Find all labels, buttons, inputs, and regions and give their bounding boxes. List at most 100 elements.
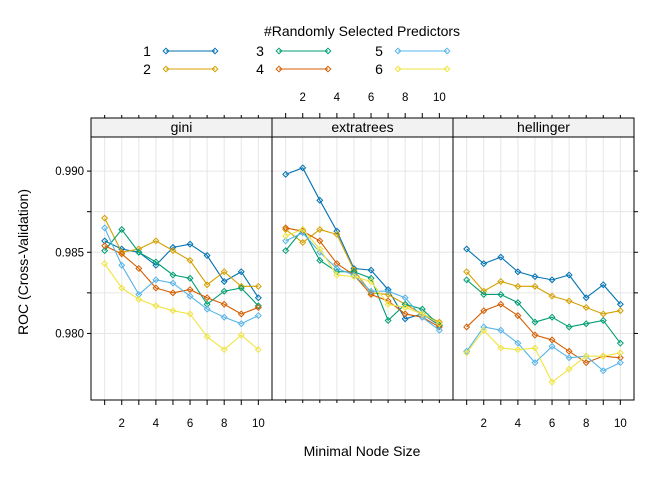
data-point	[350, 266, 358, 274]
data-point	[316, 226, 324, 234]
data-point	[418, 305, 426, 313]
data-point	[531, 273, 539, 281]
data-point	[367, 290, 375, 298]
y-axis-label: ROC (Cross-Validation)	[15, 189, 31, 335]
legend-item-1: 1	[143, 43, 219, 59]
data-point	[135, 290, 143, 298]
data-point	[282, 237, 290, 245]
series-hellinger-3	[463, 276, 624, 347]
panel-grid	[453, 137, 634, 400]
data-point	[203, 252, 211, 260]
data-point	[333, 260, 341, 268]
legend-marker	[324, 47, 332, 55]
data-point	[282, 232, 290, 240]
data-point	[582, 352, 590, 360]
series-extratrees-6	[282, 226, 443, 328]
data-point	[548, 342, 556, 350]
data-point	[282, 247, 290, 255]
strip-label: hellinger	[517, 119, 570, 135]
series-line	[466, 279, 621, 344]
data-point	[299, 164, 307, 172]
data-point	[616, 339, 624, 347]
data-point	[316, 245, 324, 253]
data-point	[463, 276, 471, 284]
data-point	[220, 268, 228, 276]
legend-marker	[324, 65, 332, 73]
data-point	[118, 250, 126, 258]
data-point	[220, 346, 228, 354]
y-tick-label: 0.990	[55, 166, 84, 178]
series-line	[285, 167, 440, 326]
series-gini-6	[101, 260, 262, 354]
data-point	[565, 354, 573, 362]
data-point	[531, 344, 539, 352]
legend-item-5: 5	[375, 43, 451, 59]
data-point	[401, 315, 409, 323]
series-gini-4	[101, 242, 262, 318]
data-point	[599, 352, 607, 360]
data-point	[237, 282, 245, 290]
series-extratrees-2	[282, 226, 443, 326]
data-point	[599, 316, 607, 324]
legend-label: 4	[256, 61, 264, 77]
data-point	[514, 312, 522, 320]
data-point	[548, 292, 556, 300]
data-point	[118, 248, 126, 256]
data-point	[237, 268, 245, 276]
data-point	[418, 313, 426, 321]
data-point	[497, 277, 505, 285]
data-point	[367, 277, 375, 285]
data-point	[548, 313, 556, 321]
panel-grid	[91, 137, 272, 400]
x-tick-label: 8	[402, 92, 408, 104]
data-point	[599, 310, 607, 318]
data-point	[203, 333, 211, 341]
strip-label: gini	[171, 119, 193, 135]
data-point	[101, 237, 109, 245]
data-point	[480, 326, 488, 334]
x-tick-label: 10	[433, 92, 446, 104]
legend-item-6: 6	[375, 61, 451, 77]
series-line	[285, 232, 440, 331]
data-point	[582, 359, 590, 367]
legend-marker	[162, 47, 170, 55]
series-line	[466, 326, 621, 372]
series-line	[104, 263, 259, 351]
data-point	[237, 284, 245, 292]
data-point	[616, 307, 624, 315]
data-point	[514, 282, 522, 290]
series-gini-3	[101, 226, 262, 310]
data-point	[101, 224, 109, 232]
legend-label: 2	[143, 61, 151, 77]
data-point	[497, 344, 505, 352]
data-point	[435, 326, 443, 334]
legend-item-4: 4	[256, 61, 332, 77]
data-point	[152, 276, 160, 284]
series-line	[466, 248, 621, 305]
data-point	[186, 274, 194, 282]
panel-gini: gini	[90, 117, 273, 401]
data-point	[384, 287, 392, 295]
data-point	[616, 354, 624, 362]
data-point	[220, 287, 228, 295]
x-tick-label: 6	[549, 418, 555, 430]
series-hellinger-6	[463, 326, 624, 386]
x-tick-label: 2	[300, 92, 306, 104]
legend-marker	[275, 47, 283, 55]
panel-grid	[272, 137, 453, 400]
data-point	[118, 261, 126, 269]
series-line	[466, 303, 621, 364]
data-point	[565, 347, 573, 355]
panels: gini extratrees hellinger	[90, 117, 635, 401]
data-point	[384, 316, 392, 324]
series-extratrees-1	[282, 164, 443, 329]
data-point	[582, 294, 590, 302]
legend-label: 6	[375, 61, 383, 77]
data-point	[497, 326, 505, 334]
panel-border	[90, 136, 273, 401]
data-point	[333, 230, 341, 238]
series-line	[466, 329, 621, 383]
data-point	[565, 271, 573, 279]
data-point	[101, 242, 109, 250]
series-line	[104, 245, 259, 315]
